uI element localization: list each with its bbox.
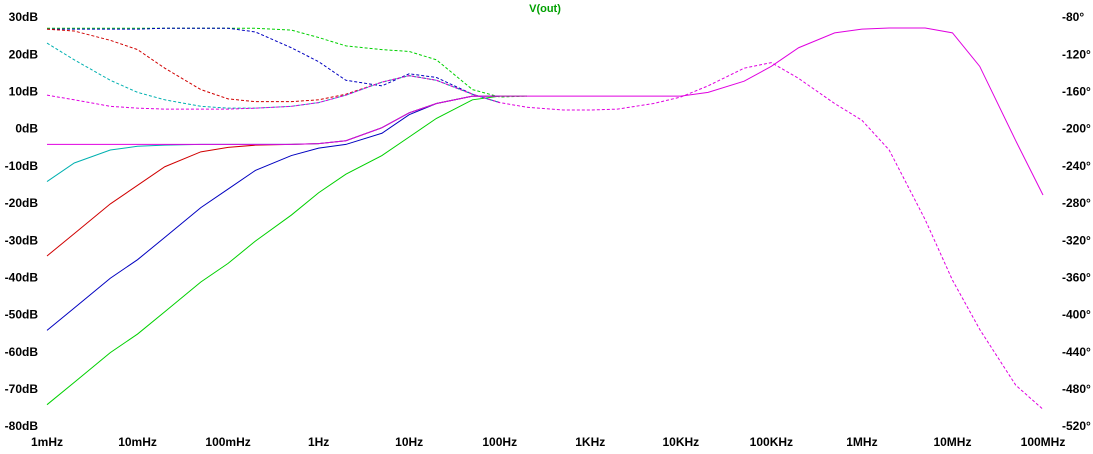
y2-tick-label: -80° — [1062, 10, 1084, 24]
x-tick-label: 100Hz — [482, 435, 517, 449]
y2-tick-label: -280° — [1062, 196, 1091, 210]
y-tick-label: -70dB — [5, 382, 39, 396]
y2-tick-label: -240° — [1062, 159, 1091, 173]
y2-tick-label: -320° — [1062, 233, 1091, 247]
phase-line — [47, 27, 527, 98]
x-tick-label: 100mHz — [205, 435, 250, 449]
magnitude-line — [46, 95, 500, 331]
y2-tick-label: -360° — [1062, 270, 1091, 284]
y2-tick-label: -160° — [1062, 85, 1091, 99]
x-tick-label: 10Hz — [395, 435, 423, 449]
y2-tick-label: -520° — [1062, 419, 1091, 433]
y2-tick-label: -440° — [1062, 345, 1091, 359]
x-tick-label: 10KHz — [662, 435, 699, 449]
chart-title: V(out) — [529, 3, 561, 15]
y2-tick-label: -120° — [1062, 47, 1091, 61]
y-tick-label: -80dB — [5, 419, 39, 433]
x-tick-label: 1Hz — [308, 435, 329, 449]
y-tick-label: -50dB — [5, 308, 39, 322]
y-tick-label: 10dB — [9, 85, 39, 99]
magnitude-line — [46, 95, 527, 406]
y-tick-label: 30dB — [9, 10, 39, 24]
y-tick-label: -10dB — [5, 159, 39, 173]
x-tick-label: 1mHz — [31, 435, 63, 449]
y2-tick-label: -400° — [1062, 308, 1091, 322]
y-tick-label: -40dB — [5, 270, 39, 284]
x-tick-label: 1KHz — [575, 435, 605, 449]
x-tick-label: 100KHz — [750, 435, 793, 449]
y-tick-label: 20dB — [9, 47, 39, 61]
phase-line — [46, 62, 1044, 410]
y-tick-label: 0dB — [15, 122, 38, 136]
y-tick-label: -60dB — [5, 345, 39, 359]
x-tick-label: 100MHz — [1021, 435, 1066, 449]
magnitude-line — [47, 27, 1044, 196]
y2-tick-label: -200° — [1062, 122, 1091, 136]
phase-line — [47, 27, 500, 104]
y-tick-label: -30dB — [5, 233, 39, 247]
y2-tick-label: -480° — [1062, 382, 1091, 396]
x-tick-label: 1MHz — [846, 435, 877, 449]
x-tick-label: 10mHz — [118, 435, 157, 449]
y-tick-label: -20dB — [5, 196, 39, 210]
x-tick-label: 10MHz — [933, 435, 971, 449]
